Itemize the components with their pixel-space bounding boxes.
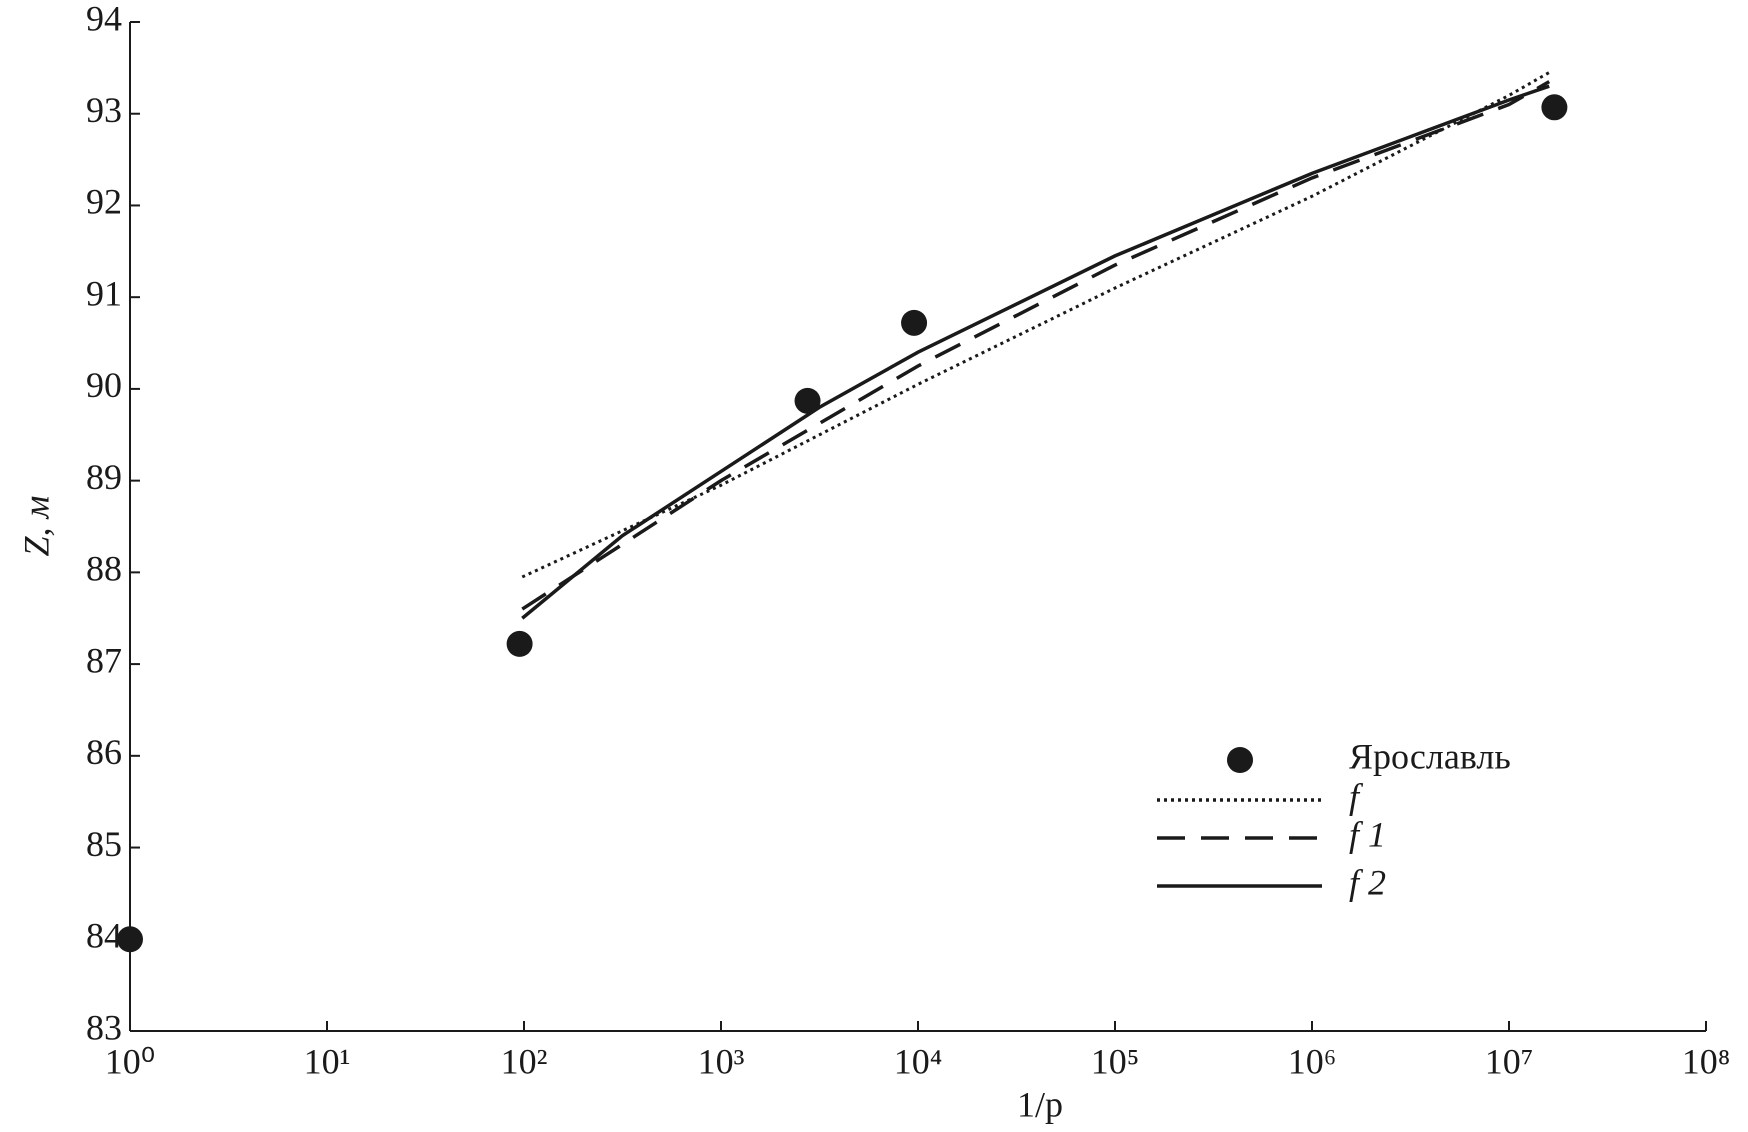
x-tick-label: 10⁴ (894, 1041, 943, 1081)
y-tick-label: 90 (86, 365, 122, 405)
legend-label: f 1 (1349, 814, 1386, 854)
legend-label: f (1349, 776, 1364, 816)
x-tick-label: 10⁸ (1682, 1041, 1731, 1081)
data-point (901, 309, 928, 336)
x-tick-label: 10² (501, 1041, 548, 1081)
data-point (117, 926, 143, 953)
y-tick-label: 83 (86, 1007, 122, 1047)
y-tick-label: 94 (86, 0, 122, 38)
legend-marker (1227, 747, 1253, 773)
y-tick-label: 84 (86, 916, 122, 956)
data-point (506, 630, 533, 657)
fit-line (521, 71, 1550, 579)
legend-label: f 2 (1349, 862, 1386, 902)
legend-label: Ярославль (1349, 736, 1511, 776)
x-tick-label: 10⁶ (1288, 1041, 1337, 1081)
y-tick-label: 89 (86, 457, 122, 497)
y-tick-label: 85 (86, 824, 122, 864)
x-tick-label: 10³ (698, 1041, 745, 1081)
y-tick-label: 91 (86, 273, 122, 313)
y-tick-label: 86 (86, 732, 122, 772)
y-tick-label: 92 (86, 182, 122, 222)
y-axis-label: Z, м (16, 495, 56, 556)
x-tick-label: 10⁵ (1091, 1041, 1140, 1081)
fit-line (521, 80, 1551, 611)
y-tick-label: 88 (86, 549, 122, 589)
data-point (794, 387, 821, 414)
fit-line (521, 84, 1550, 620)
x-tick-label: 10⁰ (105, 1041, 155, 1081)
data-point (1541, 94, 1568, 121)
x-axis-label: 1/p (1017, 1084, 1063, 1124)
y-tick-label: 93 (86, 90, 122, 130)
x-tick-label: 10⁷ (1485, 1041, 1534, 1081)
x-tick-label: 10¹ (304, 1041, 351, 1081)
y-tick-label: 87 (86, 640, 122, 680)
